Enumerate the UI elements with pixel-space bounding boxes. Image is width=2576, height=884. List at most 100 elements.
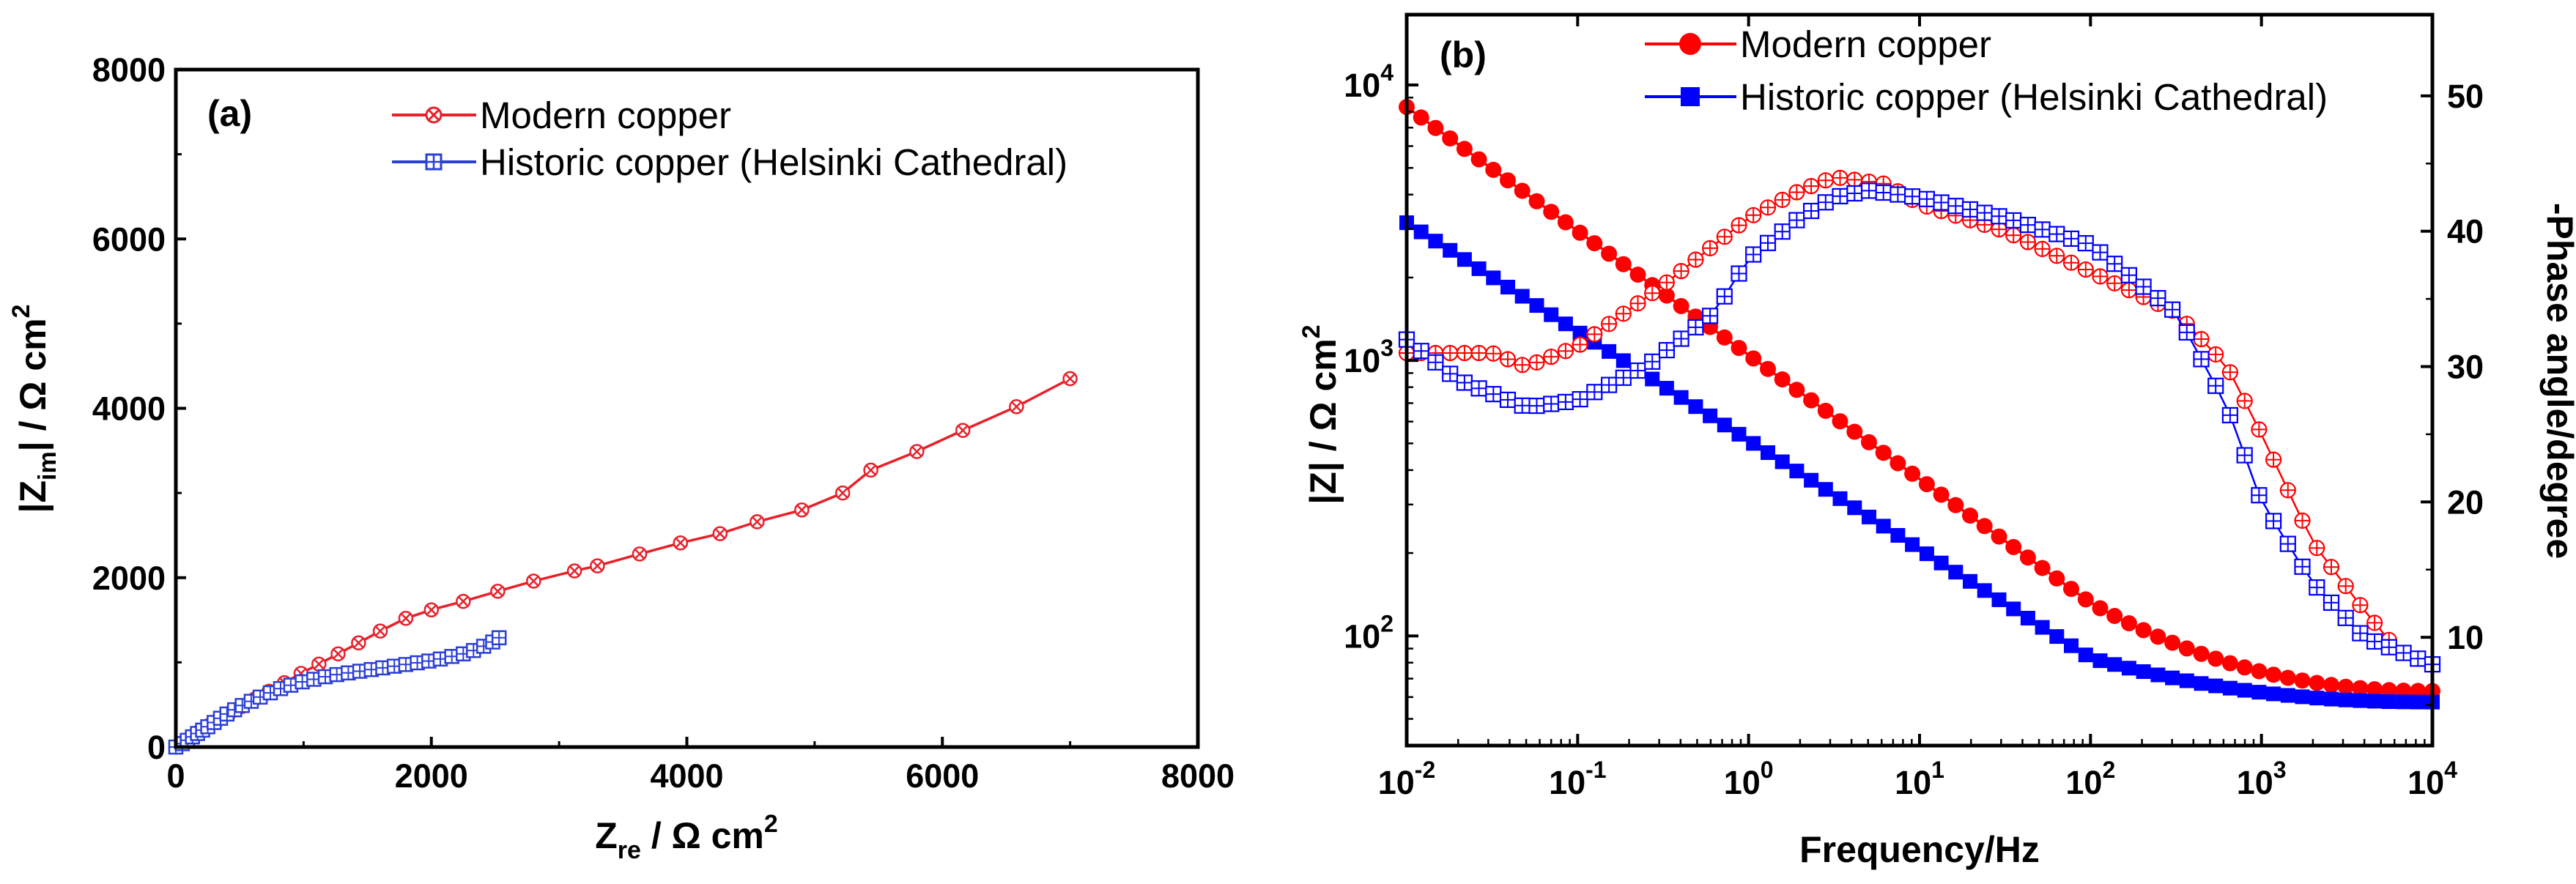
data-point-modern-phase	[2193, 330, 2210, 348]
data-point-modern-impedance	[1731, 340, 1747, 357]
data-point-historic-impedance	[2194, 676, 2209, 691]
legend-marker-historic	[425, 153, 443, 171]
data-point-modern	[673, 535, 689, 551]
panel-a-legend: Modern copper Historic copper (Helsinki …	[392, 94, 1067, 183]
data-point-modern-impedance	[2380, 682, 2397, 699]
data-point-modern-impedance	[2164, 634, 2181, 651]
panel-b-x-tick-label: 101	[1895, 757, 1944, 801]
data-point-modern-impedance	[1658, 287, 1675, 304]
panel-b-y-right-tick-label: 10	[2447, 619, 2484, 656]
panel-a-x-tick-label: 4000	[650, 757, 723, 795]
data-point-modern-impedance	[1788, 382, 1805, 398]
data-point-modern-impedance	[1933, 486, 1950, 503]
data-point-modern-phase	[1731, 217, 1747, 234]
data-point-historic-impedance	[1977, 583, 1992, 598]
data-point-historic-impedance	[1746, 436, 1761, 451]
data-point-modern	[311, 656, 327, 672]
panel-b-y-right-tick-label: 20	[2447, 483, 2484, 521]
data-point-modern-impedance	[1413, 109, 1429, 126]
data-point-historic-phase	[2150, 290, 2166, 307]
data-point-modern-impedance	[2309, 675, 2325, 691]
data-point-historic-phase	[1860, 182, 1878, 199]
data-point-historic-impedance	[2165, 670, 2180, 686]
data-point-modern-phase	[1702, 239, 1719, 256]
panel-b-series	[1398, 99, 2441, 710]
data-point-historic-impedance	[1514, 289, 1530, 304]
data-point-historic-impedance	[1486, 270, 1501, 286]
data-point-historic-phase	[2352, 625, 2369, 642]
data-point-modern-impedance	[1904, 465, 1921, 482]
data-point-historic-impedance	[1572, 325, 1588, 341]
data-point-modern	[566, 563, 582, 579]
panel-b-x-tick-label: 103	[2237, 757, 2287, 801]
data-point-modern-phase	[1991, 221, 2007, 238]
panel-b-y-right-tick-label: 40	[2447, 213, 2484, 250]
data-point-modern	[750, 514, 765, 530]
data-point-historic-phase	[1890, 186, 1906, 203]
data-point-historic-phase	[1702, 308, 1719, 324]
data-point-modern-phase	[1832, 169, 1848, 186]
data-point-historic-impedance	[1673, 390, 1689, 405]
data-point-modern-phase	[1572, 336, 1588, 353]
data-point-historic-phase	[1933, 194, 1950, 211]
data-point-modern-impedance	[2337, 678, 2354, 695]
data-point-historic-phase	[1759, 234, 1777, 251]
data-point-historic-impedance	[1500, 280, 1515, 294]
data-point-modern-phase	[1817, 172, 1834, 189]
panel-b-y-right-tick-label: 30	[2447, 349, 2484, 386]
data-point-historic-phase	[1875, 184, 1892, 201]
data-point-modern-impedance	[2063, 581, 2079, 598]
data-point-historic-impedance	[1645, 371, 1660, 387]
data-point-historic-phase	[1427, 354, 1444, 371]
data-point-historic-phase	[2120, 267, 2137, 283]
data-point-historic-phase	[1629, 362, 1646, 379]
data-point-historic-impedance	[2035, 620, 2050, 635]
data-point-modern-phase	[1846, 171, 1863, 188]
data-point-modern-impedance	[1586, 235, 1603, 252]
panel-a-x-tick-label: 6000	[906, 757, 979, 795]
data-point-historic-impedance	[2237, 683, 2252, 698]
data-point-modern-phase	[1499, 351, 1517, 368]
data-point-modern-phase	[2236, 393, 2253, 409]
data-point-historic-phase	[2048, 226, 2065, 242]
data-point-modern-impedance	[1615, 256, 1632, 272]
data-point-modern	[863, 462, 878, 478]
data-point-modern	[794, 502, 810, 518]
data-point-modern-impedance	[1500, 172, 1516, 189]
data-point-historic-impedance	[1731, 426, 1747, 442]
data-point-historic-phase	[1788, 212, 1805, 229]
data-point-modern-impedance	[2193, 645, 2210, 662]
data-point-historic-phase	[1601, 376, 1618, 393]
data-point-historic-impedance	[2150, 667, 2166, 683]
data-point-historic-impedance	[2367, 694, 2383, 709]
data-point-modern-impedance	[2005, 538, 2022, 555]
data-point-modern-impedance	[1774, 371, 1791, 387]
data-point-historic-impedance	[1991, 592, 2007, 607]
data-point-modern-impedance	[1745, 350, 1762, 367]
data-point-modern-impedance	[1673, 297, 1689, 314]
panel-b-x-tick-label: 104	[2407, 757, 2457, 801]
data-point-historic-impedance	[2309, 691, 2325, 706]
data-point-modern-phase	[1485, 345, 1502, 362]
data-point-historic-phase	[2106, 256, 2123, 272]
panel-b-x-tick-label: 100	[1724, 757, 1774, 801]
data-point-modern-impedance	[2178, 640, 2195, 657]
data-point-historic-phase	[2294, 558, 2311, 575]
data-point-modern-impedance	[2221, 655, 2238, 672]
data-point-modern-phase	[1687, 251, 1704, 268]
panel-b-y-left-tick-label: 102	[1344, 610, 1394, 655]
data-point-modern-impedance	[1456, 141, 1473, 157]
panel-b-x-tick-label: 10-1	[1549, 757, 1607, 801]
data-point-modern	[351, 635, 366, 651]
data-point-modern-phase	[1456, 344, 1473, 362]
data-point-historic-phase	[1961, 201, 1979, 218]
panel-a-y-tick-label: 4000	[92, 390, 166, 428]
panel-b-left-y-axis-label: |Z| / Ω cm2	[1298, 324, 1344, 504]
data-point-historic-impedance	[1457, 252, 1472, 267]
data-point-modern-phase	[2279, 482, 2296, 499]
data-point-modern-impedance	[2323, 677, 2339, 694]
data-point-historic-phase	[1947, 198, 1964, 215]
data-point-modern-impedance	[2135, 622, 2152, 639]
data-point-historic-impedance	[1717, 417, 1732, 433]
data-point-historic-phase	[2251, 487, 2268, 504]
